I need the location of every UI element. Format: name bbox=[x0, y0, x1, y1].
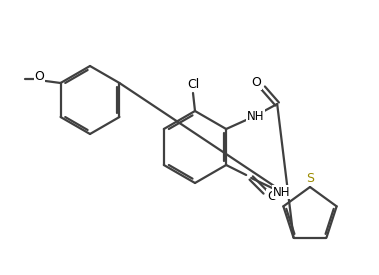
Text: NH: NH bbox=[273, 186, 290, 199]
Text: O: O bbox=[34, 70, 44, 84]
Text: S: S bbox=[306, 172, 314, 186]
Text: O: O bbox=[251, 76, 261, 89]
Text: Cl: Cl bbox=[187, 78, 199, 90]
Text: NH: NH bbox=[246, 109, 264, 122]
Text: O: O bbox=[267, 189, 277, 202]
